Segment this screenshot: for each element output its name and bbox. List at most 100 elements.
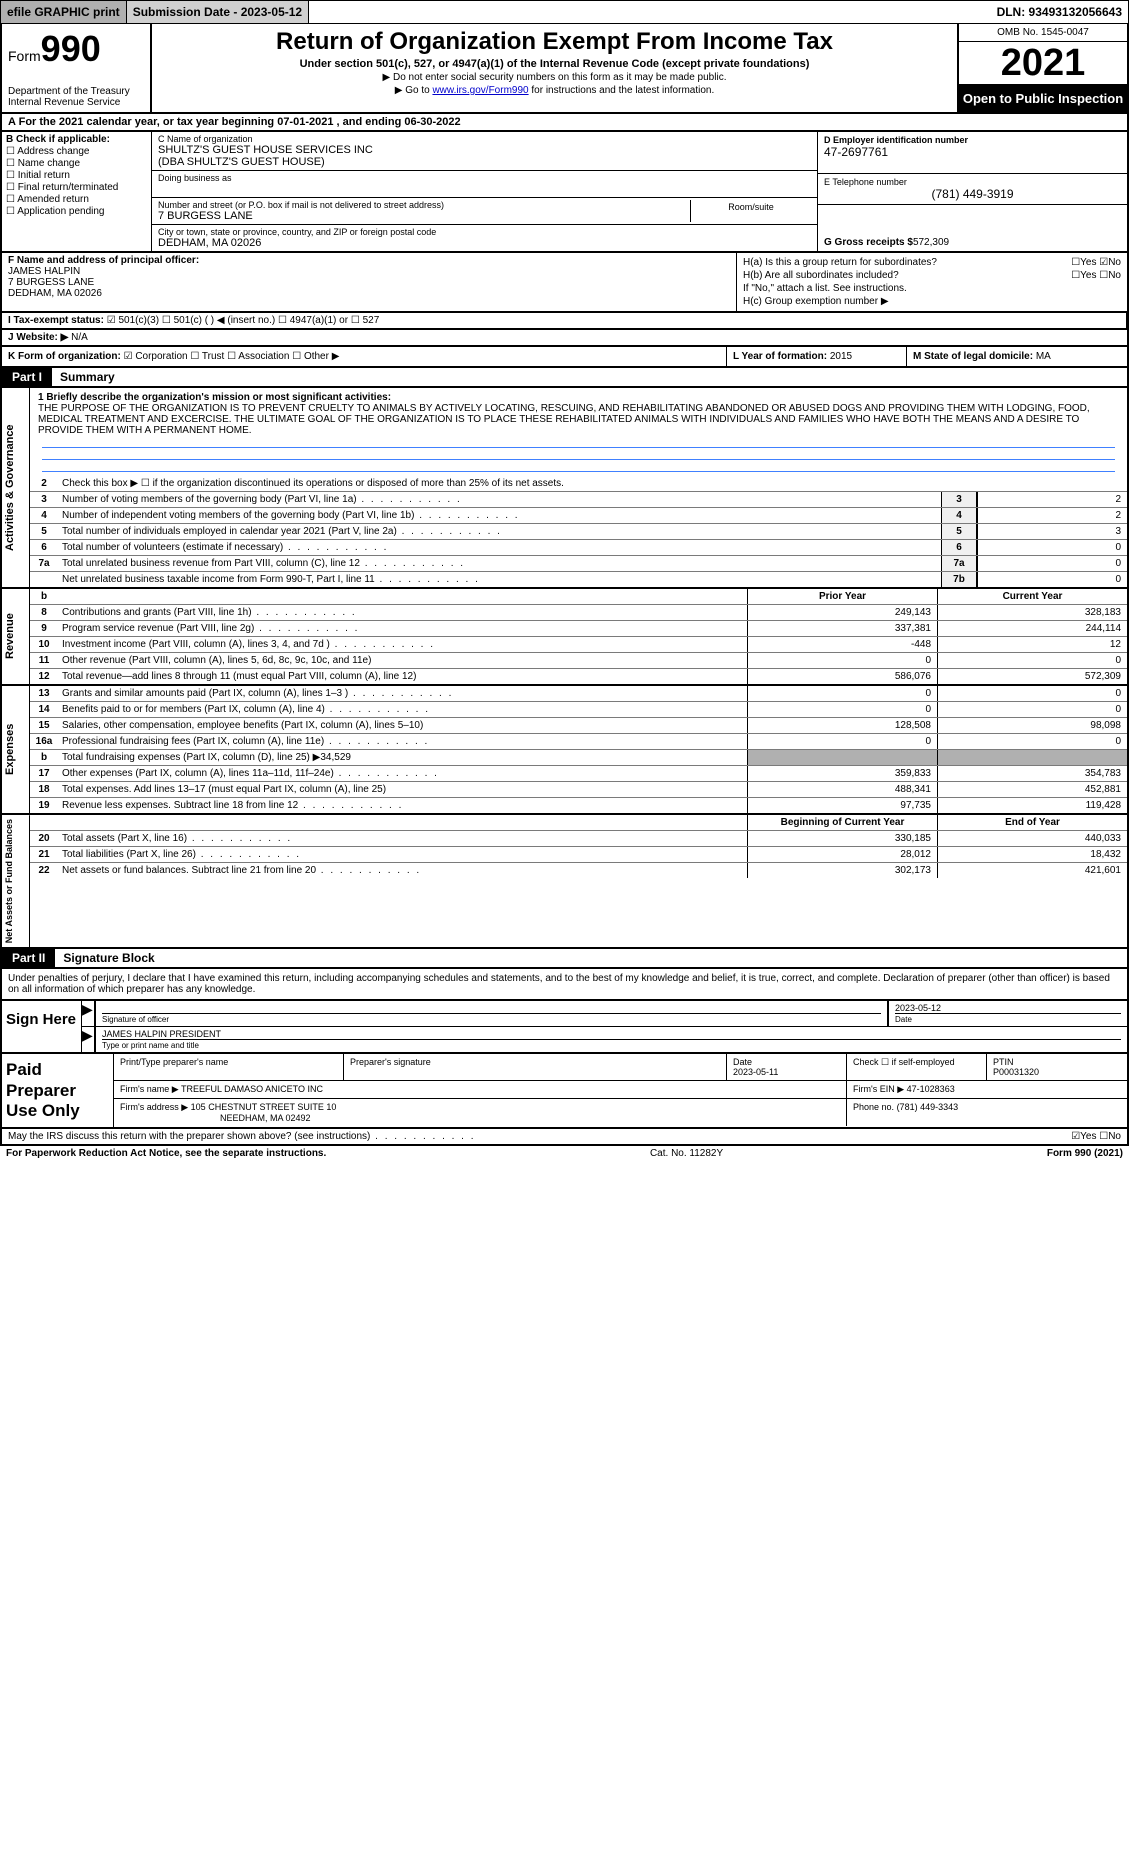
current-year-hdr: Current Year xyxy=(937,589,1127,604)
l10-text: Investment income (Part VIII, column (A)… xyxy=(58,637,747,652)
mission-block: 1 Briefly describe the organization's mi… xyxy=(30,388,1127,476)
part-1-label: Part I xyxy=(2,368,52,386)
l11-current: 0 xyxy=(937,653,1127,668)
tax-year: 2021 xyxy=(959,42,1127,85)
form-title: Return of Organization Exempt From Incom… xyxy=(158,28,951,56)
l3-val: 2 xyxy=(977,492,1127,507)
l13-text: Grants and similar amounts paid (Part IX… xyxy=(58,686,747,701)
l4-val: 2 xyxy=(977,508,1127,523)
sig-officer-field[interactable]: Signature of officer xyxy=(94,1001,887,1026)
mission-label: 1 Briefly describe the organization's mi… xyxy=(38,392,1119,403)
firm-lbl: Firm's name ▶ xyxy=(120,1084,179,1094)
l21-text: Total liabilities (Part X, line 26) xyxy=(58,847,747,862)
beg-year-hdr: Beginning of Current Year xyxy=(747,815,937,830)
firm-addr: Firm's address ▶ 105 CHESTNUT STREET SUI… xyxy=(114,1099,847,1126)
form-of-org: K Form of organization: Corporation ☐ Tr… xyxy=(2,347,727,366)
line-4: 4Number of independent voting members of… xyxy=(30,507,1127,523)
chk-application-pending[interactable]: Application pending xyxy=(6,206,147,217)
line-6: 6Total number of volunteers (estimate if… xyxy=(30,539,1127,555)
gross-label: G Gross receipts $ xyxy=(824,237,913,248)
chk-final-return[interactable]: Final return/terminated xyxy=(6,182,147,193)
gross-value: 572,309 xyxy=(913,237,949,248)
l20-prior: 330,185 xyxy=(747,831,937,846)
sig-date-field: 2023-05-12 Date xyxy=(887,1001,1127,1026)
side-revenue: Revenue xyxy=(2,589,30,684)
sign-here-right: ▶ Signature of officer 2023-05-12 Date ▶… xyxy=(82,1001,1127,1052)
hb-yn[interactable]: ☐Yes ☐No xyxy=(1071,270,1121,281)
chk-initial-return[interactable]: Initial return xyxy=(6,170,147,181)
line-5: 5Total number of individuals employed in… xyxy=(30,523,1127,539)
gross-cell: G Gross receipts $ 572,309 xyxy=(818,205,1127,251)
l5-val: 3 xyxy=(977,524,1127,539)
side-expenses: Expenses xyxy=(2,686,30,813)
summary-section: Activities & Governance 1 Briefly descri… xyxy=(0,388,1129,949)
goto-note: Go to www.irs.gov/Form990 for instructio… xyxy=(158,85,951,96)
sig-name-line: ▶ JAMES HALPIN PRESIDENT Type or print n… xyxy=(82,1026,1127,1052)
col-d-ein-phone: D Employer identification number 47-2697… xyxy=(817,132,1127,251)
city-value: DEDHAM, MA 02026 xyxy=(158,237,811,249)
l22-current: 421,601 xyxy=(937,863,1127,878)
ein-lbl: Firm's EIN ▶ xyxy=(853,1084,904,1094)
phone-cell: E Telephone number (781) 449-3919 xyxy=(818,174,1127,205)
officer-name: JAMES HALPIN xyxy=(8,266,730,277)
l18-current: 452,881 xyxy=(937,782,1127,797)
l8-prior: 249,143 xyxy=(747,605,937,620)
l20-current: 440,033 xyxy=(937,831,1127,846)
firm-ein: Firm's EIN ▶ 47-1028363 xyxy=(847,1081,1127,1098)
prep-row-1: Print/Type preparer's name Preparer's si… xyxy=(114,1054,1127,1081)
chk-address-change[interactable]: Address change xyxy=(6,146,147,157)
form-header: Form990 Department of the Treasury Inter… xyxy=(0,24,1129,114)
row-i: I Tax-exempt status: 501(c)(3) ☐ 501(c) … xyxy=(0,313,1129,330)
prep-date-lbl: Date xyxy=(733,1057,752,1067)
discuss-yn[interactable]: ☑Yes ☐No xyxy=(1071,1131,1121,1142)
prep-h3: Date 2023-05-11 xyxy=(727,1054,847,1080)
l16a-text: Professional fundraising fees (Part IX, … xyxy=(58,734,747,749)
chk-amended-return[interactable]: Amended return xyxy=(6,194,147,205)
ptin-lbl: PTIN xyxy=(993,1057,1014,1067)
efile-label[interactable]: efile GRAPHIC print xyxy=(1,1,127,23)
chk-501c3[interactable] xyxy=(107,315,119,326)
prep-h4[interactable]: Check ☐ if self-employed xyxy=(847,1054,987,1080)
l19-prior: 97,735 xyxy=(747,798,937,813)
state-domicile: M State of legal domicile: MA xyxy=(907,347,1127,366)
arrow-icon: ▶ xyxy=(82,1027,94,1052)
ha-yn[interactable]: ☐Yes ☑No xyxy=(1071,257,1121,268)
l19-text: Revenue less expenses. Subtract line 18 … xyxy=(58,798,747,813)
l18-text: Total expenses. Add lines 13–17 (must eq… xyxy=(58,782,747,797)
chk-name-change[interactable]: Name change xyxy=(6,158,147,169)
l15-prior: 128,508 xyxy=(747,718,937,733)
row-a-tax-year: A For the 2021 calendar year, or tax yea… xyxy=(0,114,1129,132)
year-formation: L Year of formation: 2015 xyxy=(727,347,907,366)
line-21: 21Total liabilities (Part X, line 26) 28… xyxy=(30,846,1127,862)
irs-link[interactable]: www.irs.gov/Form990 xyxy=(432,85,528,96)
m-label: M State of legal domicile: xyxy=(913,351,1036,362)
l16a-current: 0 xyxy=(937,734,1127,749)
line-7b: Net unrelated business taxable income fr… xyxy=(30,571,1127,587)
l7b-text: Net unrelated business taxable income fr… xyxy=(58,572,941,587)
l13-current: 0 xyxy=(937,686,1127,701)
form-header-mid: Return of Organization Exempt From Incom… xyxy=(152,24,957,112)
form-header-right: OMB No. 1545-0047 2021 Open to Public In… xyxy=(957,24,1127,112)
chk-corporation[interactable] xyxy=(124,351,136,362)
l7a-text: Total unrelated business revenue from Pa… xyxy=(58,556,941,571)
row-f-h: F Name and address of principal officer:… xyxy=(0,253,1129,313)
sect-expenses: Expenses 13Grants and similar amounts pa… xyxy=(2,686,1127,815)
l13-prior: 0 xyxy=(747,686,937,701)
l11-text: Other revenue (Part VIII, column (A), li… xyxy=(58,653,747,668)
ha-text: H(a) Is this a group return for subordin… xyxy=(743,257,937,268)
ssn-note: Do not enter social security numbers on … xyxy=(158,72,951,83)
sect-net-assets: Net Assets or Fund Balances Beginning of… xyxy=(2,815,1127,947)
l20-text: Total assets (Part X, line 16) xyxy=(58,831,747,846)
goto-post: for instructions and the latest informat… xyxy=(529,85,715,96)
header-info-grid: B Check if applicable: Address change Na… xyxy=(0,132,1129,253)
l7b-val: 0 xyxy=(977,572,1127,587)
sig-date-under: Date xyxy=(895,1013,1121,1024)
l16b-current-grey xyxy=(937,750,1127,765)
row-j: J Website: ▶ N/A xyxy=(0,330,1129,347)
sig-name-under: Type or print name and title xyxy=(102,1039,1121,1050)
org-name-cell: C Name of organization SHULTZ'S GUEST HO… xyxy=(152,132,817,171)
submission-date[interactable]: Submission Date - 2023-05-12 xyxy=(127,1,309,23)
l8-text: Contributions and grants (Part VIII, lin… xyxy=(58,605,747,620)
page-footer: For Paperwork Reduction Act Notice, see … xyxy=(0,1146,1129,1161)
l14-text: Benefits paid to or for members (Part IX… xyxy=(58,702,747,717)
